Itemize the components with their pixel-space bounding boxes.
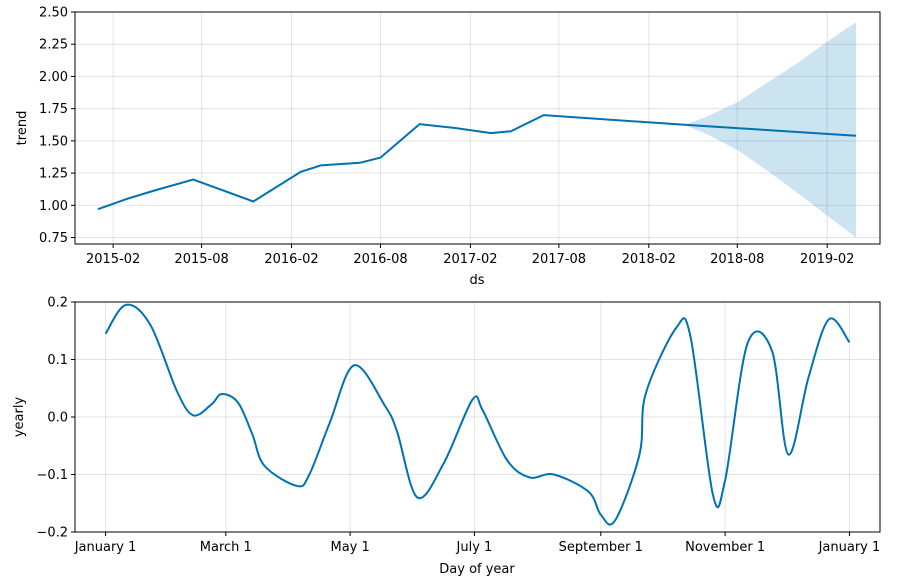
trend-x-tick-label: 2018-08	[710, 252, 764, 267]
trend-y-tick-label: 0.75	[39, 231, 68, 246]
yearly-x-tick-label: January 1	[74, 540, 137, 555]
trend-x-tick-label: 2017-02	[443, 252, 497, 267]
yearly-x-axis-label: Day of year	[439, 562, 515, 576]
yearly-x-tick-label: July 1	[456, 540, 493, 555]
yearly-x-tick-label: January 1	[818, 540, 881, 555]
trend-y-tick-label: 1.75	[39, 102, 68, 117]
yearly-y-tick-label: −0.2	[36, 526, 68, 541]
yearly-y-tick-label: 0.1	[47, 353, 68, 368]
trend-y-tick-label: 1.50	[39, 134, 68, 149]
trend-y-ticks: 0.75 1.00 1.25 1.50 1.75 2.00 2.25 2.50	[39, 6, 75, 246]
trend-x-ticks: 2015-02 2015-08 2016-02 2016-08 2017-02 2017-…	[86, 244, 854, 267]
yearly-panel: January 1 March 1 May 1 July 1 September 1 No…	[12, 296, 881, 576]
trend-x-tick-label: 2016-02	[264, 252, 318, 267]
trend-axes-frame	[74, 11, 881, 245]
yearly-y-tick-label: 0.2	[47, 296, 68, 311]
yearly-x-tick-label: March 1	[200, 540, 252, 555]
trend-x-tick-label: 2016-08	[353, 252, 407, 267]
yearly-x-tick-label: May 1	[330, 540, 369, 555]
yearly-line	[104, 303, 851, 526]
yearly-x-tick-label: November 1	[685, 540, 765, 555]
yearly-x-tick-label: September 1	[559, 540, 643, 555]
trend-y-tick-label: 1.00	[39, 199, 68, 214]
trend-x-tick-label: 2015-08	[174, 252, 228, 267]
trend-line	[97, 114, 857, 211]
trend-y-tick-label: 2.50	[39, 6, 68, 21]
trend-x-tick-label: 2018-02	[622, 252, 676, 267]
trend-grid	[75, 11, 880, 244]
trend-x-tick-label: 2017-08	[532, 252, 586, 267]
yearly-x-ticks: January 1 March 1 May 1 July 1 September 1 No…	[74, 532, 881, 555]
trend-x-tick-label: 2019-02	[800, 252, 854, 267]
trend-panel: 2015-02 2015-08 2016-02 2016-08 2017-02 2017-…	[15, 6, 881, 288]
yearly-plot-area	[75, 302, 880, 532]
trend-x-axis-label: ds	[469, 273, 484, 288]
trend-y-tick-label: 1.25	[39, 167, 68, 182]
yearly-y-tick-label: −0.1	[36, 468, 68, 483]
trend-x-tick-label: 2015-02	[86, 252, 140, 267]
yearly-y-axis-label: yearly	[12, 397, 27, 438]
trend-y-tick-label: 2.00	[39, 70, 68, 85]
yearly-y-tick-label: 0.0	[47, 411, 68, 426]
trend-y-axis-label: trend	[15, 111, 30, 146]
trend-y-tick-label: 2.25	[39, 38, 68, 53]
yearly-y-ticks: −0.2 −0.1 0.0 0.1 0.2	[36, 296, 75, 541]
